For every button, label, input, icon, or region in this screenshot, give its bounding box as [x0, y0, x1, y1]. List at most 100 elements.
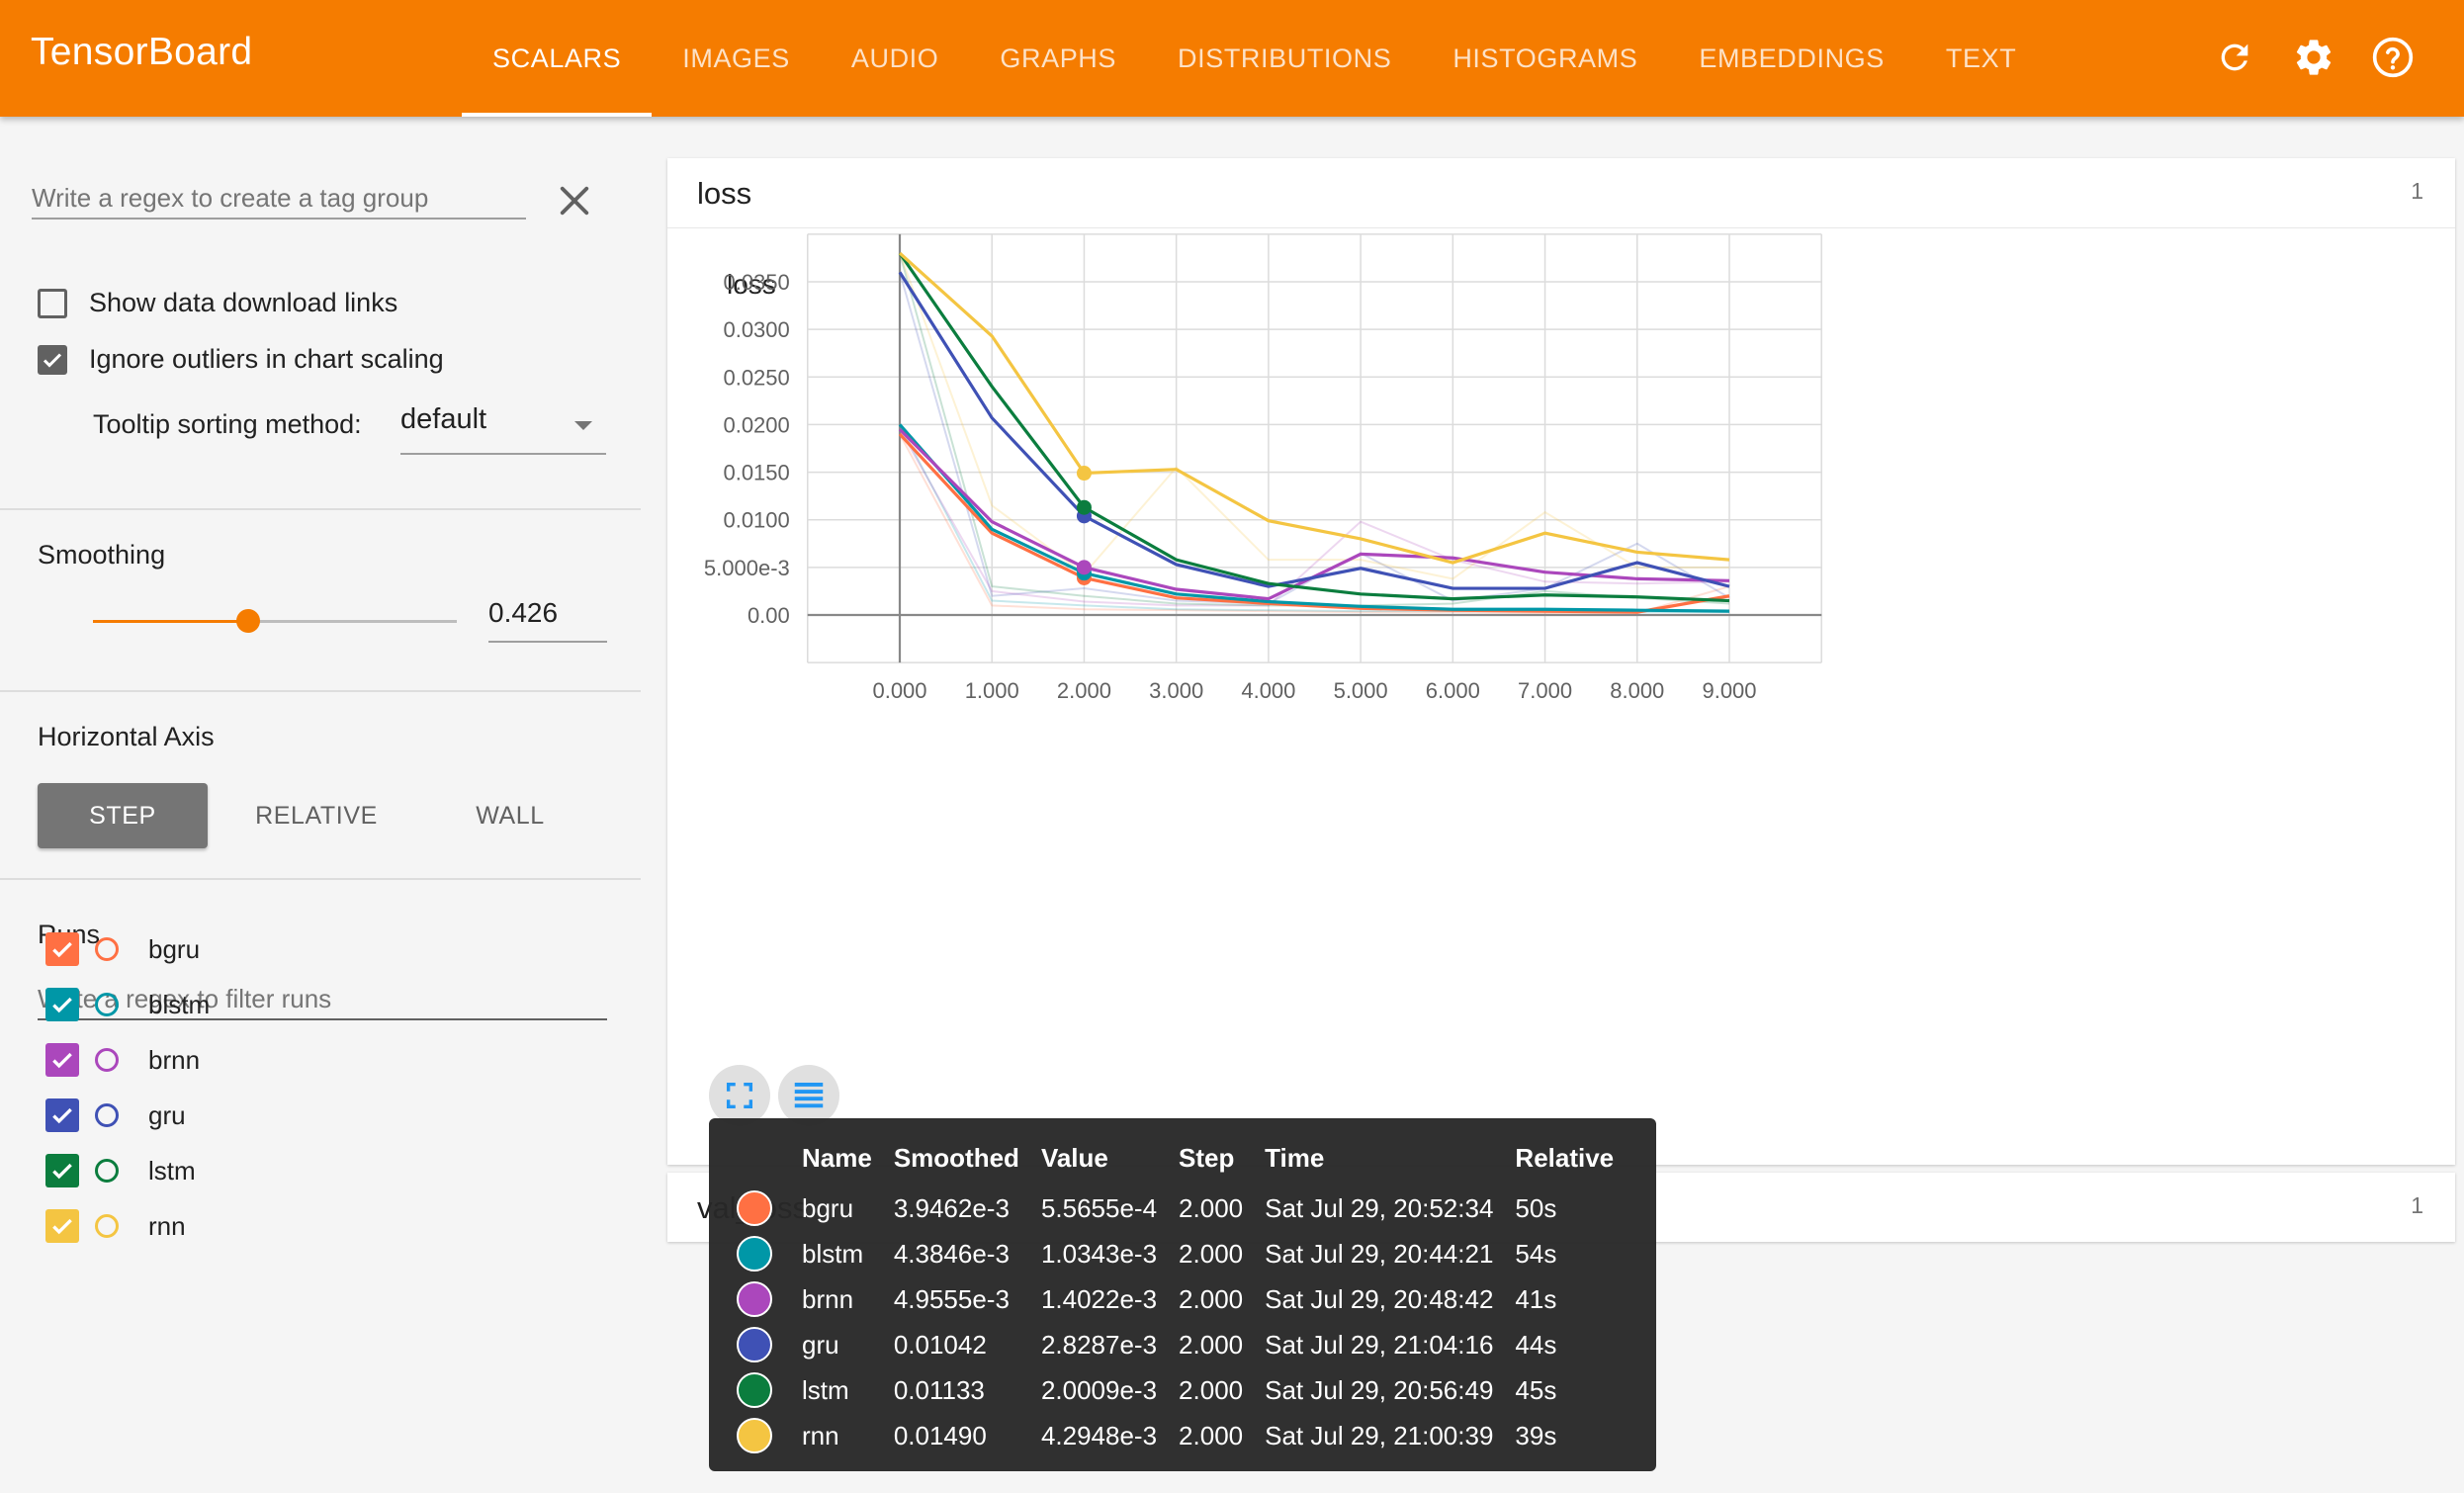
checkmark-icon [52, 1052, 72, 1069]
tab-text[interactable]: TEXT [1945, 43, 2017, 73]
top-app-bar: TensorBoard SCALARS IMAGES AUDIO GRAPHS … [0, 0, 2464, 117]
x-tick-label: 4.000 [1241, 678, 1295, 703]
tooltip-cell-time: Sat Jul 29, 21:04:16 [1265, 1329, 1494, 1360]
checkmark-icon [52, 941, 72, 958]
smoothing-title: Smoothing [38, 540, 166, 570]
tab-scalars[interactable]: SCALARS [462, 0, 653, 117]
tab-audio[interactable]: AUDIO [850, 43, 939, 73]
tooltip-cell-name: blstm [802, 1238, 864, 1269]
run-item-bgru[interactable]: bgru [45, 929, 200, 969]
smoothing-slider-knob[interactable] [235, 609, 260, 633]
refresh-icon[interactable] [2207, 30, 2262, 85]
tooltip-cell-smoothed: 4.9555e-3 [893, 1283, 1010, 1314]
run-item-brnn[interactable]: brnn [45, 1040, 200, 1080]
tab-embeddings[interactable]: EMBEDDINGS [1699, 43, 1885, 73]
tab-graphs[interactable]: GRAPHS [1000, 43, 1117, 73]
tooltip-cell-relative: 45s [1515, 1374, 1557, 1405]
tooltip-cell-color [737, 1231, 802, 1276]
tooltip-header-relative: Relative [1515, 1142, 1615, 1173]
tooltip-cell-relative: 54s [1515, 1238, 1557, 1269]
ignore-outliers-checkbox[interactable] [38, 344, 67, 375]
x-tick-label: 2.000 [1057, 678, 1111, 703]
run-radio-brnn[interactable] [95, 1048, 119, 1072]
run-item-blstm[interactable]: blstm [45, 985, 210, 1024]
tab-images[interactable]: IMAGES [682, 43, 790, 73]
tooltip-cell-name: brnn [802, 1283, 854, 1314]
raw-series-line-bgru [899, 433, 1730, 615]
run-checkbox-gru[interactable] [45, 1098, 79, 1132]
loss-line-chart[interactable]: 0.000 1.000 2.000 3.000 4.000 5.000 6.000 7.000… [667, 229, 2455, 1165]
tooltip-body: bgru 3.9462e-3 5.5655e-4 2.000 Sat Jul 29, 2… [737, 1186, 1635, 1458]
checkmark-icon [52, 1163, 72, 1180]
tooltip-cell-step: 2.000 [1179, 1420, 1244, 1450]
fullscreen-icon[interactable] [709, 1065, 770, 1126]
smoothing-slider-fill [93, 620, 248, 623]
help-icon[interactable] [2365, 30, 2420, 85]
tooltip-cell-time: Sat Jul 29, 20:52:34 [1265, 1192, 1494, 1223]
y-tick-label: 0.0350 [723, 270, 789, 295]
run-checkbox-lstm[interactable] [45, 1154, 79, 1187]
tooltip-row-gru: gru 0.01042 2.8287e-3 2.000 Sat Jul 29, 21:0… [737, 1322, 1635, 1367]
smoothing-value-input[interactable]: 0.426 [488, 597, 607, 643]
dashboard-tabs: SCALARS IMAGES AUDIO GRAPHS DISTRIBUTION… [462, 0, 2047, 117]
tooltip-cell-smoothed: 4.3846e-3 [893, 1238, 1010, 1269]
show-download-links-checkbox[interactable] [38, 288, 67, 318]
tab-histograms[interactable]: HISTOGRAMS [1452, 43, 1638, 73]
raw-series-line-gru [899, 272, 1730, 605]
tooltip-cell-value: 4.2948e-3 [1040, 1420, 1158, 1450]
hover-point-brnn [1076, 560, 1092, 575]
run-checkbox-brnn[interactable] [45, 1043, 79, 1077]
settings-icon[interactable] [2286, 30, 2341, 85]
tooltip-cell-color [737, 1276, 802, 1322]
run-label: rnn [148, 1210, 186, 1241]
run-label: lstm [148, 1155, 196, 1186]
run-color-dot [737, 1418, 772, 1453]
run-radio-gru[interactable] [95, 1103, 119, 1127]
series-line-lstm [898, 252, 1730, 603]
x-tick-label: 9.000 [1702, 678, 1756, 703]
tooltip-sorting-select[interactable]: default [400, 403, 606, 455]
axis-wall-button[interactable]: WALL [476, 801, 545, 830]
x-tick-label: 0.000 [872, 678, 926, 703]
run-radio-blstm[interactable] [95, 993, 119, 1016]
tag-group-regex-input[interactable] [32, 178, 526, 220]
ignore-outliers-toggle[interactable]: Ignore outliers in chart scaling [38, 344, 444, 375]
tooltip-cell-time: Sat Jul 29, 20:44:21 [1265, 1238, 1494, 1269]
run-item-gru[interactable]: gru [45, 1096, 186, 1135]
show-download-links-toggle[interactable]: Show data download links [38, 288, 397, 318]
series-line-gru [898, 271, 1730, 590]
run-item-lstm[interactable]: lstm [45, 1151, 196, 1190]
run-checkbox-bgru[interactable] [45, 932, 79, 966]
tooltip-cell-step: 2.000 [1179, 1238, 1244, 1269]
tooltip-header-smoothed: Smoothed [893, 1142, 1019, 1173]
toggle-log-scale-list-icon[interactable] [778, 1065, 839, 1126]
hover-point-lstm [1076, 499, 1092, 515]
axis-step-button[interactable]: STEP [38, 783, 208, 848]
smoothing-slider[interactable] [93, 609, 457, 633]
run-radio-lstm[interactable] [95, 1159, 119, 1183]
raw-series-line-brnn [899, 428, 1730, 607]
clear-regex-close-icon[interactable] [554, 180, 595, 221]
runs-filter-input[interactable] [38, 979, 607, 1020]
tooltip-cell-value: 2.8287e-3 [1040, 1329, 1158, 1360]
run-item-rnn[interactable]: rnn [45, 1206, 186, 1246]
y-tick-label: 0.0100 [723, 508, 789, 533]
divider [0, 878, 641, 880]
y-tick-label: 0.0200 [723, 412, 789, 437]
axis-relative-button[interactable]: RELATIVE [255, 801, 378, 830]
run-checkbox-rnn[interactable] [45, 1209, 79, 1243]
loss-group-header[interactable]: loss 1 [667, 158, 2455, 228]
x-tick-label: 1.000 [965, 678, 1019, 703]
tooltip-cell-color [737, 1186, 802, 1231]
run-radio-rnn[interactable] [95, 1214, 119, 1238]
run-radio-bgru[interactable] [95, 937, 119, 961]
tab-distributions[interactable]: DISTRIBUTIONS [1178, 43, 1392, 73]
raw-series-line-rnn [899, 252, 1729, 580]
run-checkbox-blstm[interactable] [45, 988, 79, 1021]
tooltip-cell-value: 2.0009e-3 [1040, 1374, 1158, 1405]
tooltip-sorting-value: default [400, 403, 487, 435]
y-tick-label: 0.0300 [723, 317, 789, 342]
show-download-links-label: Show data download links [89, 288, 398, 317]
y-tick-label: 0.0250 [723, 365, 789, 390]
tooltip-cell-time: Sat Jul 29, 20:48:42 [1265, 1283, 1494, 1314]
